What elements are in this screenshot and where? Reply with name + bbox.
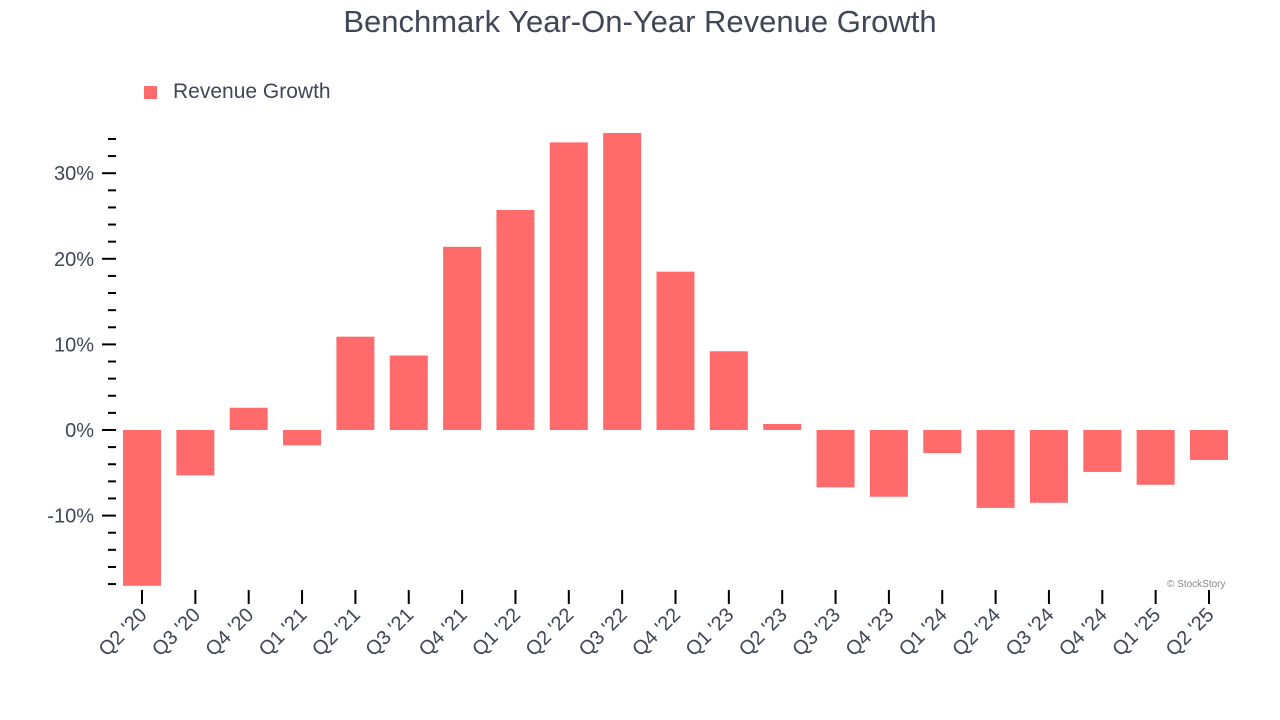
watermark: © StockStory bbox=[1167, 579, 1226, 590]
x-tick-label: Q2 '24 bbox=[948, 604, 1005, 661]
bar bbox=[923, 430, 962, 454]
bar bbox=[869, 430, 908, 497]
bar bbox=[549, 142, 588, 430]
bar bbox=[1029, 430, 1068, 503]
x-tick-label: Q2 '23 bbox=[735, 604, 792, 661]
x-tick-label: Q4 '20 bbox=[201, 604, 258, 661]
x-tick-label: Q1 '25 bbox=[1108, 604, 1165, 661]
x-tick-label: Q1 '21 bbox=[255, 604, 312, 661]
bar bbox=[976, 430, 1015, 508]
bar bbox=[389, 355, 428, 430]
x-tick-label: Q2 '25 bbox=[1162, 604, 1219, 661]
bar bbox=[1136, 430, 1175, 485]
x-tick-label: Q4 '22 bbox=[628, 604, 685, 661]
bar bbox=[603, 132, 642, 430]
bar bbox=[656, 271, 695, 430]
x-tick-label: Q1 '24 bbox=[895, 604, 952, 661]
bar bbox=[336, 336, 375, 430]
y-tick-label: 30% bbox=[54, 163, 94, 185]
bar bbox=[443, 246, 482, 430]
bar bbox=[1190, 430, 1228, 460]
x-tick-label: Q4 '23 bbox=[842, 604, 899, 661]
bar bbox=[1083, 430, 1122, 472]
chart-title: Benchmark Year-On-Year Revenue Growth bbox=[343, 4, 937, 39]
x-tick-label: Q3 '24 bbox=[1002, 604, 1059, 661]
x-tick-label: Q3 '23 bbox=[788, 604, 845, 661]
x-tick-label: Q1 '23 bbox=[682, 604, 739, 661]
x-tick-label: Q4 '21 bbox=[415, 604, 472, 661]
x-tick-label: Q2 '22 bbox=[522, 604, 579, 661]
bar bbox=[763, 424, 802, 430]
x-tick-label: Q3 '21 bbox=[361, 604, 418, 661]
legend: Revenue Growth bbox=[144, 80, 331, 104]
x-tick-label: Q3 '22 bbox=[575, 604, 632, 661]
x-tick-label: Q1 '22 bbox=[468, 604, 525, 661]
bar bbox=[229, 407, 268, 430]
legend-label: Revenue Growth bbox=[173, 80, 331, 103]
x-tick-label: Q2 '21 bbox=[308, 604, 365, 661]
legend-swatch bbox=[144, 85, 157, 99]
y-tick-label: 20% bbox=[54, 249, 94, 271]
x-tick-label: Q2 '20 bbox=[95, 604, 152, 661]
y-tick-label: -10% bbox=[47, 506, 94, 528]
bar bbox=[709, 351, 748, 430]
y-tick-label: 10% bbox=[54, 334, 94, 356]
bar bbox=[123, 430, 161, 586]
bar bbox=[283, 430, 322, 446]
y-tick-label: 0% bbox=[65, 420, 94, 442]
bar bbox=[496, 210, 535, 430]
x-tick-label: Q4 '24 bbox=[1055, 604, 1112, 661]
bar bbox=[176, 430, 215, 476]
bar bbox=[816, 430, 855, 488]
x-tick-label: Q3 '20 bbox=[148, 604, 205, 661]
